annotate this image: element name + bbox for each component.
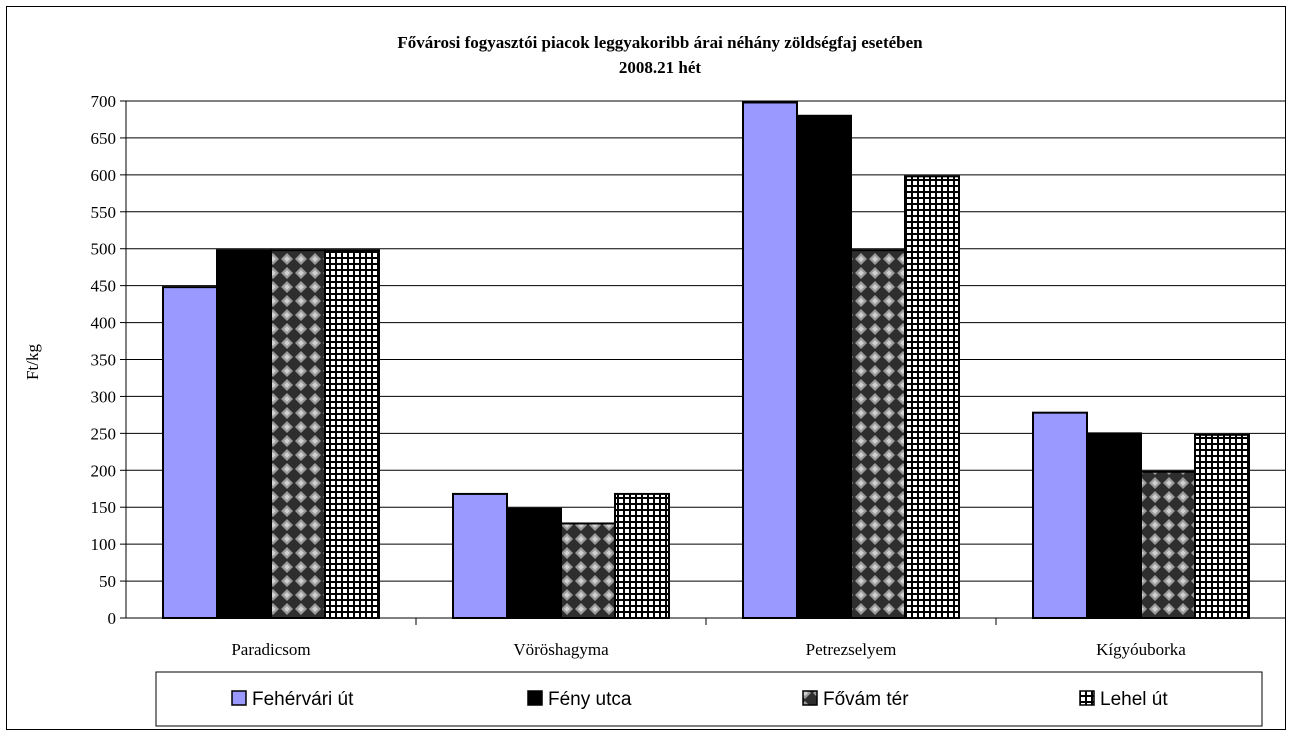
x-tick-label: Kígyóuborka <box>1096 640 1186 659</box>
legend-box <box>155 671 1263 727</box>
legend-swatch <box>1079 690 1095 706</box>
y-tick-label: 300 <box>91 387 117 406</box>
bar-4-3 <box>904 175 960 619</box>
bar-4-4 <box>1194 433 1250 619</box>
bar-4-1 <box>324 249 380 619</box>
legend-label: Fehérvári út <box>252 689 354 710</box>
x-tick-label: Vöröshagyma <box>513 640 609 659</box>
y-tick-label: 250 <box>91 424 117 443</box>
bar-1-3 <box>742 101 798 619</box>
bars <box>162 101 1250 620</box>
bar-1-1 <box>162 286 218 619</box>
y-tick-label: 0 <box>108 609 117 628</box>
x-tick-label: Paradicsom <box>231 640 310 659</box>
legend-swatch <box>802 690 818 706</box>
bar-1-4 <box>1032 411 1088 620</box>
legend-label: Fővám tér <box>823 689 909 710</box>
chart-title: Fővárosi fogyasztói piacok leggyakoribb … <box>397 33 923 52</box>
y-tick-label: 500 <box>91 240 117 259</box>
bar-3-3 <box>850 249 906 619</box>
y-tick-label: 350 <box>91 351 117 370</box>
x-tick-label: Petrezselyem <box>806 640 897 659</box>
y-axis-ticks: 0 50 100 150 200 250 300 350 400 450 500 550 600 650 7… <box>91 92 126 628</box>
y-tick-label: 550 <box>91 203 117 222</box>
bar-3-4 <box>1140 470 1196 619</box>
y-tick-label: 650 <box>91 129 117 148</box>
y-tick-label: 400 <box>91 314 117 333</box>
bar-2-3 <box>796 114 852 620</box>
y-tick-label: 450 <box>91 277 117 296</box>
y-tick-label: 100 <box>91 535 117 554</box>
y-tick-label: 700 <box>91 92 117 111</box>
bar-1-2 <box>452 492 508 620</box>
y-tick-label: 50 <box>99 572 116 591</box>
y-tick-label: 150 <box>91 498 117 517</box>
y-tick-label: 600 <box>91 166 117 185</box>
x-axis-categories: Paradicsom Vöröshagyma Petrezselyem Kígyóub… <box>231 618 1186 659</box>
bar-3-2 <box>560 522 616 619</box>
legend-swatch <box>527 690 543 706</box>
bar-2-2 <box>506 507 562 620</box>
bar-4-2 <box>614 492 670 620</box>
legend-label: Lehel út <box>1100 689 1168 710</box>
bar-2-1 <box>216 249 272 619</box>
bar-2-4 <box>1086 432 1142 619</box>
legend: Fehérvári út Fény utca Fővám tér Lehel út <box>231 689 1168 710</box>
y-axis-label: Ft/kg <box>23 344 42 380</box>
y-tick-label: 200 <box>91 461 117 480</box>
bar-3-1 <box>270 249 326 619</box>
chart-subtitle: 2008.21 hét <box>619 58 702 77</box>
legend-label: Fény utca <box>548 689 632 710</box>
legend-swatch <box>231 690 247 706</box>
